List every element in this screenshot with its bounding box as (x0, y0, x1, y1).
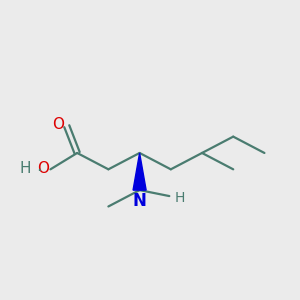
Text: N: N (133, 192, 146, 210)
Text: H: H (175, 191, 185, 206)
Text: ·: · (36, 162, 42, 180)
Text: O: O (37, 161, 49, 176)
Text: H: H (20, 161, 31, 176)
Text: O: O (52, 117, 64, 132)
Polygon shape (133, 153, 146, 190)
